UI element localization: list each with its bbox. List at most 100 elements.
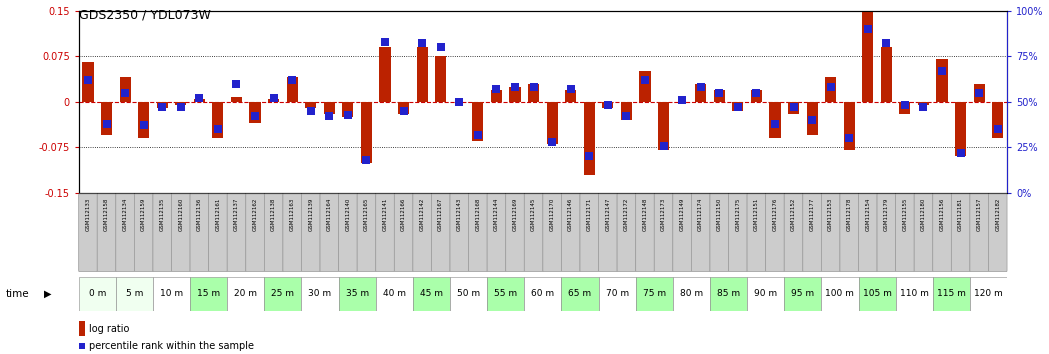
Point <box>673 97 690 103</box>
FancyBboxPatch shape <box>802 194 821 272</box>
Bar <box>732 102 744 111</box>
Text: GSM112179: GSM112179 <box>884 198 889 231</box>
Point <box>377 39 393 45</box>
Bar <box>339 277 376 311</box>
FancyBboxPatch shape <box>431 194 450 272</box>
Text: 120 m: 120 m <box>975 290 1003 298</box>
Bar <box>398 102 409 114</box>
Text: GSM112145: GSM112145 <box>531 198 536 231</box>
Text: 60 m: 60 m <box>531 290 555 298</box>
FancyBboxPatch shape <box>655 194 672 272</box>
FancyBboxPatch shape <box>190 194 209 272</box>
FancyBboxPatch shape <box>988 194 1007 272</box>
FancyBboxPatch shape <box>970 194 988 272</box>
Point <box>767 121 784 126</box>
FancyBboxPatch shape <box>376 194 394 272</box>
Bar <box>487 277 524 311</box>
Bar <box>231 97 242 102</box>
Bar <box>747 277 785 311</box>
Text: 75 m: 75 m <box>643 290 666 298</box>
Bar <box>843 102 855 150</box>
Bar <box>599 277 636 311</box>
Bar <box>992 102 1003 138</box>
Bar <box>79 321 85 336</box>
Bar <box>602 102 614 108</box>
Point <box>970 90 987 96</box>
Bar <box>583 102 595 175</box>
Text: 115 m: 115 m <box>937 290 966 298</box>
FancyBboxPatch shape <box>672 194 691 272</box>
FancyBboxPatch shape <box>301 194 320 272</box>
FancyBboxPatch shape <box>524 194 543 272</box>
Bar <box>156 102 168 108</box>
Point <box>526 84 542 90</box>
Bar <box>361 102 372 162</box>
FancyBboxPatch shape <box>728 194 747 272</box>
Bar <box>510 87 520 102</box>
FancyBboxPatch shape <box>450 194 469 272</box>
Text: GSM112133: GSM112133 <box>85 198 90 231</box>
Point <box>413 41 430 46</box>
FancyBboxPatch shape <box>171 194 190 272</box>
Bar <box>862 11 874 102</box>
Bar <box>376 277 413 311</box>
Bar <box>79 277 115 311</box>
FancyBboxPatch shape <box>914 194 933 272</box>
Point <box>989 126 1006 132</box>
Bar <box>324 102 335 114</box>
Text: 65 m: 65 m <box>569 290 592 298</box>
Bar <box>918 102 929 105</box>
Bar <box>286 78 298 102</box>
Text: GSM112154: GSM112154 <box>865 198 871 231</box>
Point <box>692 84 709 90</box>
FancyBboxPatch shape <box>245 194 264 272</box>
Text: GSM112152: GSM112152 <box>791 198 796 231</box>
Text: 70 m: 70 m <box>605 290 628 298</box>
Point <box>729 104 746 110</box>
Bar <box>212 102 223 138</box>
Text: GSM112160: GSM112160 <box>178 198 184 231</box>
Text: GSM112178: GSM112178 <box>847 198 852 231</box>
Text: time: time <box>5 289 29 299</box>
Text: GSM112134: GSM112134 <box>123 198 128 231</box>
Bar <box>658 102 669 150</box>
Point <box>358 157 374 163</box>
FancyBboxPatch shape <box>506 194 524 272</box>
FancyBboxPatch shape <box>636 194 655 272</box>
Point <box>321 114 338 119</box>
Text: GSM112176: GSM112176 <box>772 198 777 231</box>
Bar <box>636 277 672 311</box>
Text: 25 m: 25 m <box>272 290 295 298</box>
Point <box>599 103 616 108</box>
Point <box>172 104 189 110</box>
Point <box>247 114 263 119</box>
Point <box>507 84 523 90</box>
Bar <box>881 47 892 102</box>
Bar <box>524 277 561 311</box>
Text: GSM112164: GSM112164 <box>327 198 331 231</box>
Text: GSM112182: GSM112182 <box>996 198 1001 231</box>
FancyBboxPatch shape <box>896 194 914 272</box>
FancyBboxPatch shape <box>320 194 339 272</box>
Point <box>488 86 505 92</box>
FancyBboxPatch shape <box>394 194 413 272</box>
Text: GSM112136: GSM112136 <box>197 198 201 231</box>
Bar <box>175 102 187 105</box>
Text: GSM112148: GSM112148 <box>642 198 647 231</box>
Text: GSM112181: GSM112181 <box>958 198 963 231</box>
Bar <box>821 277 858 311</box>
Point <box>859 26 876 32</box>
Point <box>451 99 468 105</box>
Bar <box>305 102 317 108</box>
Text: 85 m: 85 m <box>716 290 741 298</box>
Text: GSM112138: GSM112138 <box>271 198 276 231</box>
Text: GSM112146: GSM112146 <box>569 198 573 231</box>
Text: GSM112169: GSM112169 <box>513 198 517 231</box>
Point <box>581 154 598 159</box>
Bar <box>413 277 450 311</box>
Text: 10 m: 10 m <box>159 290 184 298</box>
Text: GSM112172: GSM112172 <box>624 198 629 231</box>
Point <box>470 132 487 137</box>
FancyBboxPatch shape <box>153 194 171 272</box>
Text: GSM112168: GSM112168 <box>475 198 480 231</box>
